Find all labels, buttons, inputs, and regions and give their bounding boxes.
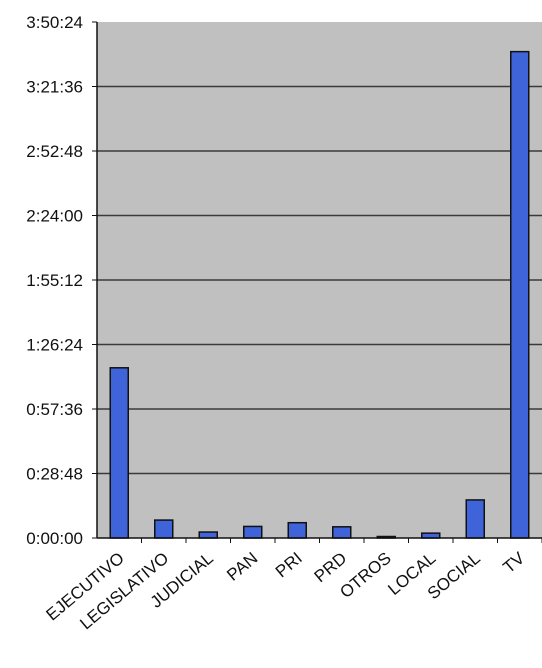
y-tick-label: 2:24:00 xyxy=(26,207,83,226)
x-category-label: OTROS xyxy=(336,549,395,602)
bar-prd xyxy=(332,526,352,539)
bar-legislativo xyxy=(154,519,174,539)
bar-tv xyxy=(510,50,530,539)
y-tick-label: 1:55:12 xyxy=(26,271,83,290)
x-category-label: PAN xyxy=(223,549,261,585)
x-category-label: TV xyxy=(499,548,528,577)
y-tick-label: 0:57:36 xyxy=(26,400,83,419)
bar-pan xyxy=(243,525,263,539)
y-tick-label: 3:50:24 xyxy=(26,13,83,32)
bar-pri xyxy=(287,521,307,539)
bar-ejecutivo xyxy=(109,367,129,539)
x-category-label: PRI xyxy=(272,549,306,582)
y-tick-label: 3:21:36 xyxy=(26,78,83,97)
y-tick-label: 2:52:48 xyxy=(26,142,83,161)
y-axis-ticks: 0:00:00 0:28:48 0:57:36 1:26:24 1:55:12 2:24:… xyxy=(26,13,97,548)
y-tick-label: 1:26:24 xyxy=(26,336,83,355)
y-tick-label: 0:28:48 xyxy=(26,465,83,484)
gridlines xyxy=(97,85,542,475)
y-tick-label: 0:00:00 xyxy=(26,529,83,548)
bar-social xyxy=(465,499,485,539)
bar-judicial xyxy=(198,531,218,539)
